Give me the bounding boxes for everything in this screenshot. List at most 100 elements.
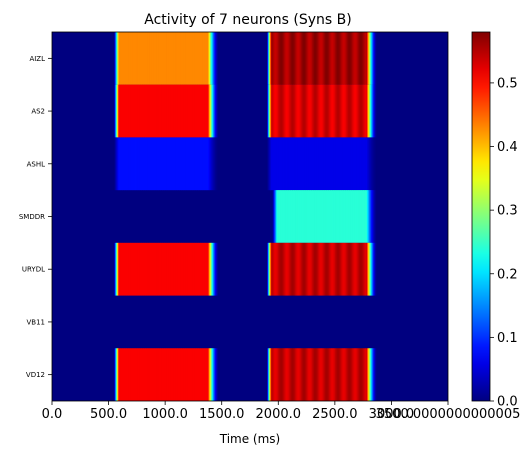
heatmap-cell xyxy=(324,242,326,296)
heatmap-cell xyxy=(132,242,134,296)
heatmap-cell xyxy=(374,190,376,243)
heatmap-cell xyxy=(305,190,307,243)
heatmap-cell xyxy=(176,84,178,138)
heatmap-cell xyxy=(208,137,210,191)
heatmap-cell xyxy=(191,32,193,85)
heatmap-cell xyxy=(319,190,321,243)
heatmap-cell xyxy=(199,348,202,401)
heatmap-cell xyxy=(339,137,341,191)
heatmap-cell xyxy=(290,348,292,401)
heatmap-cell xyxy=(121,84,123,138)
heatmap-cell xyxy=(342,84,344,138)
heatmap-cell xyxy=(334,137,336,191)
heatmap-cell xyxy=(151,348,153,401)
heatmap-cell xyxy=(161,32,164,85)
heatmap-cell xyxy=(342,348,344,401)
heatmap-cell xyxy=(300,242,302,296)
heatmap-cell xyxy=(312,190,314,243)
heatmap-cell xyxy=(273,348,276,401)
heatmap-cell xyxy=(359,32,361,85)
heatmap-cell xyxy=(305,32,307,85)
heatmap-cell xyxy=(366,84,369,138)
heatmap-cell xyxy=(127,348,129,401)
heatmap-cell xyxy=(350,190,352,243)
heatmap-cell xyxy=(318,137,320,191)
heatmap-cell xyxy=(322,84,324,138)
heatmap-cell xyxy=(271,348,273,401)
heatmap-cell xyxy=(166,137,168,191)
heatmap-cell xyxy=(178,242,180,296)
heatmap-cell xyxy=(148,348,150,401)
heatmap-cell xyxy=(155,137,157,191)
heatmap-cell xyxy=(280,242,282,296)
heatmap-cell xyxy=(170,348,172,401)
heatmap-cell xyxy=(296,242,298,296)
heatmap-cell xyxy=(182,32,184,85)
heatmap-cell xyxy=(163,84,165,138)
heatmap-cell xyxy=(206,348,208,401)
heatmap-cell xyxy=(161,32,163,85)
heatmap-cell xyxy=(329,348,331,401)
heatmap-cell xyxy=(273,137,276,191)
heatmap-cell xyxy=(313,84,315,138)
heatmap-cell xyxy=(153,242,155,296)
heatmap-cell xyxy=(208,242,210,296)
heatmap-cell xyxy=(288,137,290,191)
heatmap-cell xyxy=(366,137,369,191)
heatmap-cell xyxy=(209,242,211,296)
heatmap-cell xyxy=(206,32,208,85)
heatmap-cell xyxy=(362,190,364,243)
heatmap-cell xyxy=(191,84,193,138)
heatmap-cell xyxy=(336,348,338,401)
heatmap-cell xyxy=(304,190,306,243)
heatmap-cell xyxy=(157,137,159,191)
heatmap-cell xyxy=(331,32,333,85)
heatmap-cell xyxy=(167,137,169,191)
heatmap-cell xyxy=(339,190,341,243)
heatmap-cell xyxy=(366,190,368,243)
heatmap-cell xyxy=(187,32,189,85)
heatmap-cell xyxy=(303,242,305,296)
heatmap-cell xyxy=(193,348,195,401)
heatmap-cell xyxy=(179,137,181,191)
heatmap-cell xyxy=(347,137,349,191)
heatmap-cell xyxy=(350,137,352,191)
heatmap-cell xyxy=(351,348,353,401)
colorbar-tick-label: 0.0 xyxy=(497,395,518,410)
heatmap-cell xyxy=(320,348,322,401)
heatmap-cell xyxy=(374,84,376,138)
heatmap-cell xyxy=(328,137,331,191)
heatmap-cell xyxy=(153,84,155,138)
heatmap-cell xyxy=(354,190,356,243)
heatmap-cell xyxy=(216,242,219,296)
heatmap-cell xyxy=(143,242,145,296)
heatmap-cell xyxy=(342,32,344,85)
heatmap-cell xyxy=(364,242,367,296)
heatmap-cell xyxy=(361,242,363,296)
heatmap-cell xyxy=(276,242,278,296)
heatmap-cell xyxy=(199,242,201,296)
heatmap-cell xyxy=(125,32,127,85)
heatmap-cell xyxy=(180,84,183,138)
heatmap-cell xyxy=(216,32,219,85)
heatmap-cell xyxy=(303,190,305,243)
heatmap-cell xyxy=(373,137,375,191)
heatmap-cell xyxy=(216,348,219,401)
heatmap-cell xyxy=(117,84,119,138)
heatmap-cell xyxy=(192,32,194,85)
heatmap-cell xyxy=(340,137,342,191)
heatmap-cell xyxy=(181,137,183,191)
heatmap-cell xyxy=(297,84,299,138)
heatmap-cell xyxy=(304,32,306,85)
heatmap-cell xyxy=(172,32,174,85)
x-tick-label: 500.0 xyxy=(90,407,127,422)
heatmap-cell xyxy=(162,84,164,138)
heatmap-cell xyxy=(136,84,138,138)
heatmap-cell xyxy=(311,242,313,296)
heatmap-cell xyxy=(330,32,332,85)
heatmap-cell xyxy=(312,190,314,243)
heatmap-cell xyxy=(347,348,350,401)
heatmap-cell xyxy=(172,348,174,401)
heatmap-cell xyxy=(292,190,294,243)
heatmap-cell xyxy=(327,190,329,243)
